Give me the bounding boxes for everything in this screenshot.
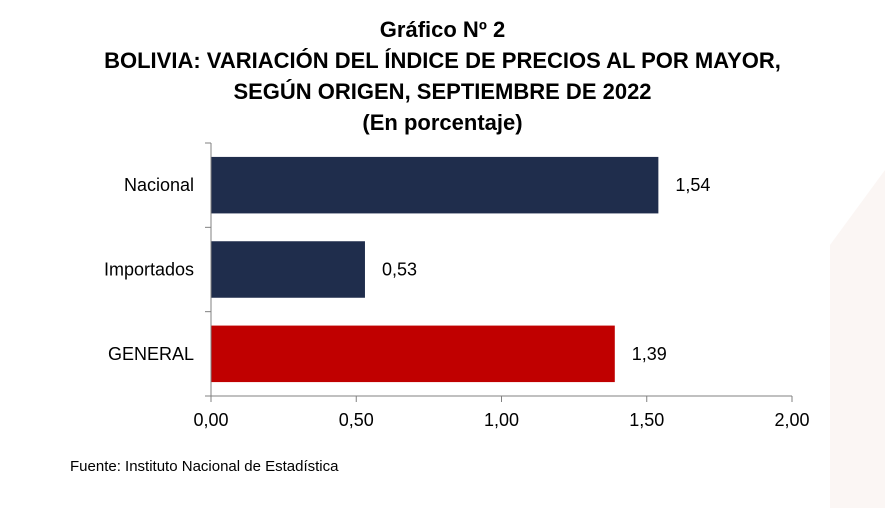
chart-subtitle-line-3: (En porcentaje) [362,110,523,135]
bar-importados [211,241,365,298]
source-note: Fuente: Instituto Nacional de Estadístic… [70,458,339,475]
data-label: 1,39 [632,344,667,364]
data-label: 0,53 [382,260,417,280]
bar-nacional [211,156,659,214]
chart-subtitle-line-1: BOLIVIA: VARIACIÓN DEL ÍNDICE DE PRECIOS… [104,48,781,73]
chart-titles: Gráfico Nº 2 BOLIVIA: VARIACIÓN DEL ÍNDI… [0,14,885,138]
x-tick-label: 0,50 [339,410,374,430]
chart-subtitle-line-2: SEGÚN ORIGEN, SEPTIEMBRE DE 2022 [233,79,652,104]
x-tick-label: 1,00 [484,410,519,430]
category-label: GENERAL [108,344,194,364]
bar-general [211,325,615,383]
x-tick-label: 0,00 [193,410,228,430]
chart-title: Gráfico Nº 2 [379,17,506,42]
x-tick-label: 2,00 [774,410,809,430]
data-label: 1,54 [675,175,710,195]
category-label: Importados [104,260,194,280]
x-tick-label: 1,50 [629,410,664,430]
category-label: Nacional [124,175,194,195]
